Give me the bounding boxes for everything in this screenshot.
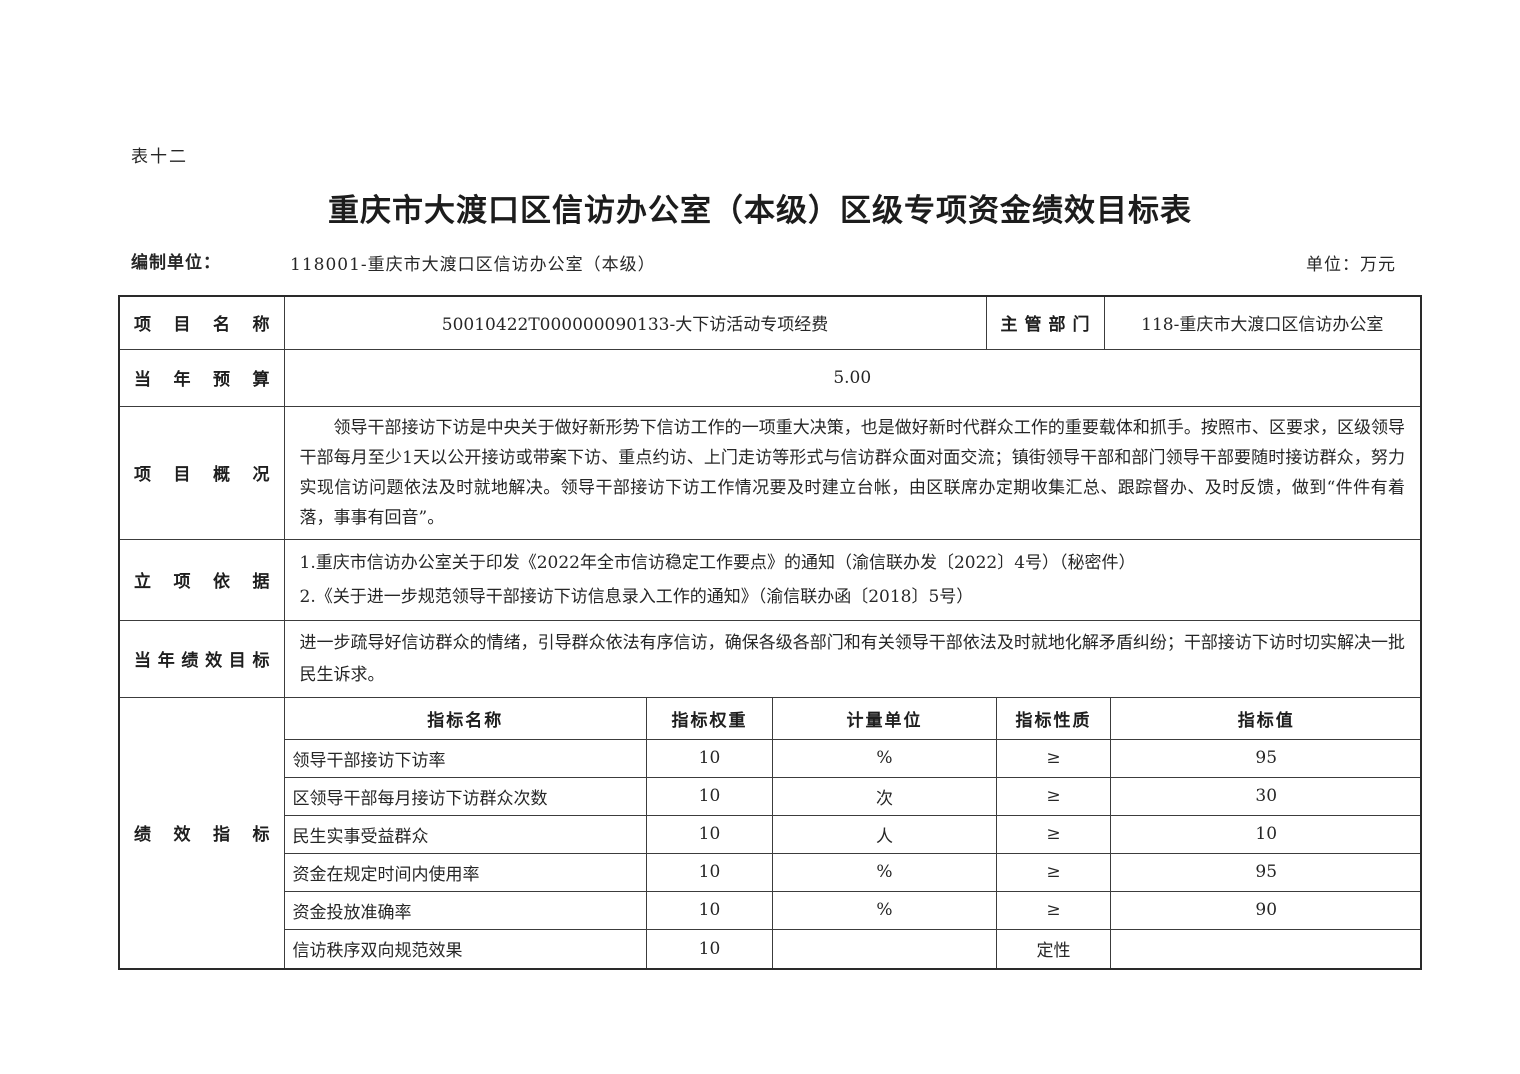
budget-label-cell: 当年预算 xyxy=(118,348,285,407)
unit-note: 单位：万元 xyxy=(1306,255,1396,275)
basis-item: 1.重庆市信访办公室关于印发《2022年全市信访稳定工作要点》的通知（渝信联办发… xyxy=(299,552,1136,573)
indicator-unit-cell: % xyxy=(772,890,997,930)
project-name-label-cell: 项目名称 xyxy=(118,295,285,350)
overview-value-cell: 领导干部接访下访是中央关于做好新形势下信访工作的一项重大决策，也是做好新时代群众… xyxy=(283,405,1422,540)
indicator-name-cell: 领导干部接访下访率 xyxy=(284,738,647,778)
dept-label-cell: 主管部门 xyxy=(985,295,1105,350)
indicator-header-unit: 计量单位 xyxy=(772,697,997,740)
indicator-name-cell: 资金投放准确率 xyxy=(284,890,647,930)
indicator-nature-cell: ≥ xyxy=(996,776,1111,816)
basis-label-cell: 立项依据 xyxy=(118,538,285,621)
indicator-row: 领导干部接访下访率 10 % ≥ 95 xyxy=(284,738,1422,778)
indicator-weight-cell: 10 xyxy=(646,928,773,968)
indicator-row: 资金投放准确率 10 % ≥ 90 xyxy=(284,890,1422,930)
budget-row: 当年预算 5.00 xyxy=(118,348,1422,407)
goal-label-cell: 当年绩效目标 xyxy=(118,619,285,698)
indicator-header-row: 指标名称 指标权重 计量单位 指标性质 指标值 xyxy=(284,697,1422,740)
indicator-unit-cell: % xyxy=(772,738,997,778)
indicator-name-cell: 信访秩序双向规范效果 xyxy=(284,928,647,968)
indicator-weight-cell: 10 xyxy=(646,776,773,816)
indicators-table: 指标名称 指标权重 计量单位 指标性质 指标值 领导干部接访下访率 10 % ≥ xyxy=(284,697,1422,968)
indicator-name-cell: 民生实事受益群众 xyxy=(284,814,647,854)
indicator-header-name: 指标名称 xyxy=(284,697,647,740)
goal-row: 当年绩效目标 进一步疏导好信访群众的情绪，引导群众依法有序信访，确保各级各部门和… xyxy=(118,619,1422,698)
indicator-row: 区领导干部每月接访下访群众次数 10 次 ≥ 30 xyxy=(284,776,1422,816)
overview-row: 项目概况 领导干部接访下访是中央关于做好新形势下信访工作的一项重大决策，也是做好… xyxy=(118,405,1422,540)
indicator-value-cell: 95 xyxy=(1110,852,1422,892)
indicators-table-cell: 指标名称 指标权重 计量单位 指标性质 指标值 领导干部接访下访率 10 % ≥ xyxy=(283,696,1422,969)
indicator-nature-cell: ≥ xyxy=(996,852,1111,892)
table-number: 表十二 xyxy=(131,147,188,167)
basis-value-cell: 1.重庆市信访办公室关于印发《2022年全市信访稳定工作要点》的通知（渝信联办发… xyxy=(283,538,1422,621)
indicator-unit-cell: 人 xyxy=(772,814,997,854)
indicator-header-value: 指标值 xyxy=(1110,697,1422,740)
page-title: 重庆市大渡口区信访办公室（本级）区级专项资金绩效目标表 xyxy=(328,193,1192,229)
indicator-unit-cell: % xyxy=(772,852,997,892)
indicators-row: 绩效指标 指标名称 指标权重 xyxy=(118,696,1422,969)
overview-text: 领导干部接访下访是中央关于做好新形势下信访工作的一项重大决策，也是做好新时代群众… xyxy=(299,417,1406,528)
prepared-by-value: 118001-重庆市大渡口区信访办公室（本级） xyxy=(290,255,656,275)
indicator-weight-cell: 10 xyxy=(646,814,773,854)
indicator-value-cell: 10 xyxy=(1110,814,1422,854)
indicator-nature-cell: 定性 xyxy=(996,928,1111,968)
indicator-value-cell: 30 xyxy=(1110,776,1422,816)
indicator-header-weight: 指标权重 xyxy=(646,697,773,740)
goal-text: 进一步疏导好信访群众的情绪，引导群众依法有序信访，确保各级各部门和有关领导干部依… xyxy=(299,632,1406,685)
indicator-value-cell: 95 xyxy=(1110,738,1422,778)
basis-row: 立项依据 1.重庆市信访办公室关于印发《2022年全市信访稳定工作要点》的通知（… xyxy=(118,538,1422,621)
indicator-value-cell: 90 xyxy=(1110,890,1422,930)
indicator-unit-cell: 次 xyxy=(772,776,997,816)
indicator-weight-cell: 10 xyxy=(646,890,773,930)
project-name-row: 项目名称 50010422T000000090133-大下访活动专项经费 主管部… xyxy=(118,295,1422,350)
indicator-nature-cell: ≥ xyxy=(996,738,1111,778)
basis-item: 2.《关于进一步规范领导干部接访下访信息录入工作的通知》（渝信联办函〔2018〕… xyxy=(299,586,974,607)
indicator-name-cell: 资金在规定时间内使用率 xyxy=(284,852,647,892)
project-name-value-cell: 50010422T000000090133-大下访活动专项经费 xyxy=(283,295,987,350)
main-table: 项目名称 50010422T000000090133-大下访活动专项经费 主管部… xyxy=(118,295,1422,970)
indicator-unit-cell xyxy=(772,928,997,968)
budget-value-cell: 5.00 xyxy=(283,348,1422,407)
indicator-row: 资金在规定时间内使用率 10 % ≥ 95 xyxy=(284,852,1422,892)
indicator-name-cell: 区领导干部每月接访下访群众次数 xyxy=(284,776,647,816)
indicator-nature-cell: ≥ xyxy=(996,814,1111,854)
indicator-value-cell xyxy=(1110,928,1422,968)
indicator-weight-cell: 10 xyxy=(646,738,773,778)
prepared-by-label: 编制单位： xyxy=(131,253,221,273)
indicators-label-cell: 绩效指标 xyxy=(118,696,285,969)
indicator-weight-cell: 10 xyxy=(646,852,773,892)
indicator-nature-cell: ≥ xyxy=(996,890,1111,930)
indicator-header-nature: 指标性质 xyxy=(996,697,1111,740)
dept-value-cell: 118-重庆市大渡口区信访办公室 xyxy=(1103,295,1422,350)
overview-label-cell: 项目概况 xyxy=(118,405,285,540)
goal-value-cell: 进一步疏导好信访群众的情绪，引导群众依法有序信访，确保各级各部门和有关领导干部依… xyxy=(283,619,1422,698)
indicator-row: 信访秩序双向规范效果 10 定性 xyxy=(284,928,1422,968)
indicator-row: 民生实事受益群众 10 人 ≥ 10 xyxy=(284,814,1422,854)
